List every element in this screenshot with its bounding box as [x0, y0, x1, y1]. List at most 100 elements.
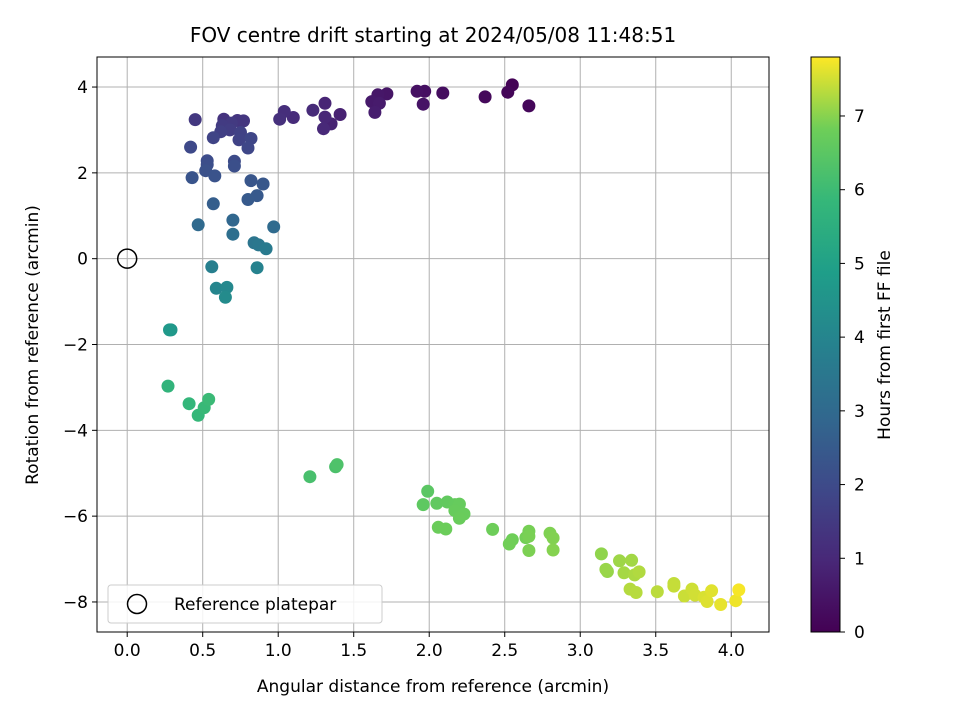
colorbar-ticks: 0 1 2 3 4 5 6 7 — [840, 107, 865, 643]
data-point — [700, 595, 714, 608]
data-point — [732, 583, 746, 597]
data-point — [501, 85, 515, 99]
x-tick-label: 1.0 — [265, 641, 292, 661]
data-point — [625, 553, 639, 567]
data-point — [184, 140, 198, 154]
x-tick-label: 2.5 — [491, 641, 518, 661]
data-point — [318, 110, 332, 124]
data-point — [416, 97, 430, 111]
data-point — [241, 141, 255, 155]
data-point — [421, 484, 435, 498]
x-tick-label: 2.0 — [416, 641, 443, 661]
data-point — [410, 84, 424, 98]
data-point — [226, 227, 240, 241]
legend-label: Reference platepar — [174, 595, 336, 615]
data-point — [546, 531, 560, 545]
colorbar-label: Hours from first FF file — [875, 250, 895, 440]
data-point — [729, 594, 743, 608]
y-tick-label: −6 — [63, 507, 88, 527]
data-point — [436, 86, 450, 100]
data-point — [333, 108, 347, 121]
data-point — [667, 579, 681, 593]
data-point — [161, 379, 175, 393]
data-point — [163, 323, 176, 337]
y-axis-ticks: 4 2 0 −2 −4 −6 −8 — [63, 78, 97, 613]
data-point — [303, 470, 317, 484]
data-point — [430, 496, 444, 510]
data-point — [599, 562, 613, 576]
x-axis-label: Angular distance from reference (arcmin) — [257, 677, 609, 697]
x-tick-label: 4.0 — [718, 641, 745, 661]
colorbar-tick-label: 6 — [854, 181, 865, 201]
data-point — [244, 174, 258, 188]
y-tick-label: 4 — [77, 78, 88, 98]
data-point — [629, 586, 643, 599]
y-tick-label: 2 — [77, 164, 88, 184]
data-point — [250, 261, 264, 275]
data-point — [267, 220, 281, 234]
data-point — [330, 458, 344, 472]
colorbar-tick-label: 0 — [854, 623, 865, 643]
x-tick-label: 3.0 — [567, 641, 594, 661]
data-point — [452, 511, 466, 525]
colorbar-tick-label: 4 — [854, 328, 865, 348]
x-tick-label: 1.5 — [340, 641, 367, 661]
legend-box — [107, 584, 383, 624]
data-point — [522, 99, 536, 113]
data-point — [522, 529, 536, 543]
data-point — [185, 171, 199, 185]
data-point — [182, 397, 196, 411]
data-points — [161, 78, 746, 611]
data-point — [478, 90, 492, 104]
data-point — [220, 280, 234, 294]
data-point — [650, 585, 664, 599]
data-point — [546, 543, 560, 557]
x-axis-ticks: 0.0 0.5 1.0 1.5 2.0 2.5 3.0 3.5 4.0 — [114, 632, 745, 661]
data-point — [256, 177, 270, 191]
reference-platepar-point — [116, 248, 138, 269]
y-tick-label: −4 — [63, 421, 88, 441]
data-point — [317, 122, 330, 136]
data-point — [202, 392, 216, 406]
y-tick-label: −8 — [63, 593, 88, 613]
y-tick-label: 0 — [77, 250, 88, 270]
data-point — [594, 547, 608, 561]
colorbar-tick-label: 7 — [854, 107, 865, 127]
colorbar-tick-label: 5 — [854, 254, 865, 274]
data-point — [227, 159, 241, 173]
data-point — [617, 566, 631, 580]
x-tick-label: 0.0 — [114, 641, 141, 661]
data-point — [226, 213, 240, 227]
data-point — [208, 169, 222, 183]
legend: Reference platepar — [107, 584, 383, 624]
data-point — [522, 544, 536, 557]
data-point — [502, 537, 516, 551]
data-point — [232, 133, 246, 147]
data-point — [613, 554, 626, 568]
data-point — [259, 242, 273, 256]
data-point — [191, 218, 205, 232]
reference-marker — [116, 248, 138, 269]
x-tick-label: 0.5 — [189, 641, 216, 661]
colorbar-tick-label: 3 — [854, 402, 865, 422]
data-point — [439, 522, 453, 536]
data-point — [241, 193, 255, 206]
data-point — [205, 260, 219, 274]
y-axis-label: Rotation from reference (arcmin) — [23, 205, 43, 485]
data-point — [632, 565, 646, 579]
grid-lines — [97, 57, 769, 632]
y-tick-label: −2 — [63, 336, 88, 356]
data-point — [416, 498, 430, 512]
data-point — [209, 281, 223, 295]
data-point — [206, 197, 220, 211]
data-point — [218, 290, 232, 304]
x-tick-label: 3.5 — [642, 641, 669, 661]
colorbar-tick-label: 1 — [854, 549, 865, 569]
legend-marker-icon — [126, 593, 148, 615]
colorbar-gradient — [810, 56, 841, 633]
data-point — [306, 103, 320, 117]
data-point — [237, 114, 250, 128]
colorbar-tick-label: 2 — [854, 476, 865, 496]
data-point — [188, 113, 202, 127]
